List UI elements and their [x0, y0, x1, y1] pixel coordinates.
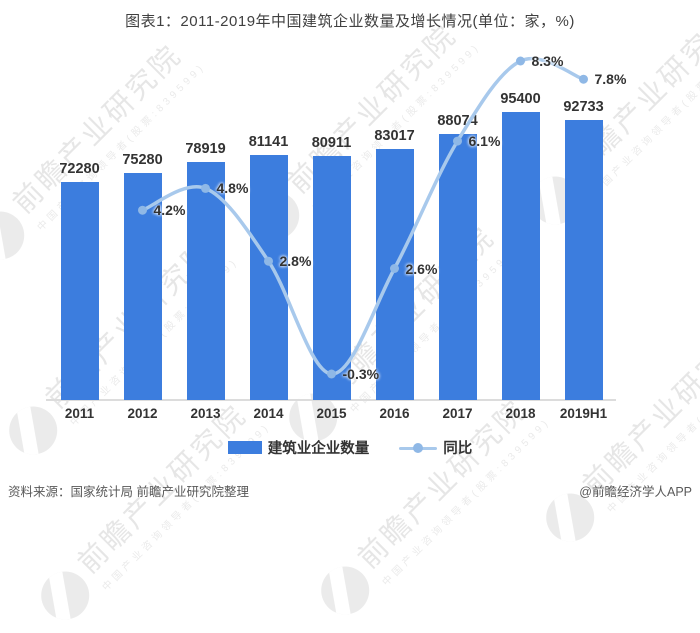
legend-item-line: 同比	[399, 437, 472, 458]
bar-2011	[60, 182, 99, 400]
x-axis-label: 2018	[505, 406, 536, 421]
line-value-label: -0.3%	[342, 366, 380, 382]
line-value-label: 2.8%	[279, 253, 312, 270]
x-axis-label: 2013	[190, 406, 221, 421]
source-note: 资料来源：国家统计局 前瞻产业研究院整理	[8, 485, 249, 499]
bar-value-label: 80911	[311, 135, 352, 151]
bar-2013	[186, 162, 225, 400]
bar-value-label: 72280	[59, 161, 100, 177]
x-axis-label: 2019H1	[559, 406, 608, 421]
legend-item-bars: 建筑业企业数量	[227, 437, 370, 458]
legend-line-label: 同比	[443, 441, 473, 457]
bar-value-label: 81141	[248, 134, 289, 150]
bar-value-label: 92733	[563, 99, 604, 115]
line-marker	[579, 74, 588, 84]
line-value-label: 4.2%	[153, 202, 186, 219]
legend-bar-swatch	[227, 441, 262, 454]
chart-title: 图表1：2011-2019年中国建筑企业数量及增长情况(单位：家，%)	[125, 13, 575, 30]
bar-value-label: 95400	[500, 91, 541, 107]
credit-note: @前瞻经济学人APP	[579, 485, 692, 499]
qianzhan-logo-icon	[310, 556, 379, 625]
plot-area: 72280 2011 75280 2012 78919 2013 81141 2014 8091…	[46, 53, 627, 421]
x-axis-label: 2014	[253, 406, 284, 421]
bar-value-label: 83017	[374, 128, 415, 144]
bar-2018	[501, 112, 540, 400]
qianzhan-logo-icon	[30, 561, 99, 630]
line-value-label: 4.8%	[216, 180, 249, 197]
x-axis-label: 2011	[64, 406, 95, 421]
bar-2015	[312, 156, 351, 400]
legend-line-swatch	[399, 442, 438, 454]
bar-value-label: 78919	[185, 141, 226, 157]
line-marker	[516, 56, 525, 66]
x-axis-label: 2012	[127, 406, 158, 421]
bar-2017	[438, 134, 477, 400]
bar-value-label: 75280	[122, 152, 163, 168]
line-value-label: 8.3%	[531, 53, 564, 69]
bar-value-label: 88074	[437, 113, 478, 129]
x-axis-label: 2016	[379, 406, 410, 421]
x-axis-label: 2015	[316, 406, 347, 421]
legend-bar-label: 建筑业企业数量	[267, 441, 370, 457]
bar-2014	[249, 155, 288, 400]
line-value-label: 6.1%	[468, 133, 501, 150]
line-value-label: 7.8%	[594, 71, 627, 88]
x-axis-label: 2017	[442, 406, 473, 421]
legend: 建筑业企业数量 同比	[0, 437, 700, 458]
bar-2019H1	[564, 120, 603, 400]
line-value-label: 2.6%	[405, 260, 438, 277]
